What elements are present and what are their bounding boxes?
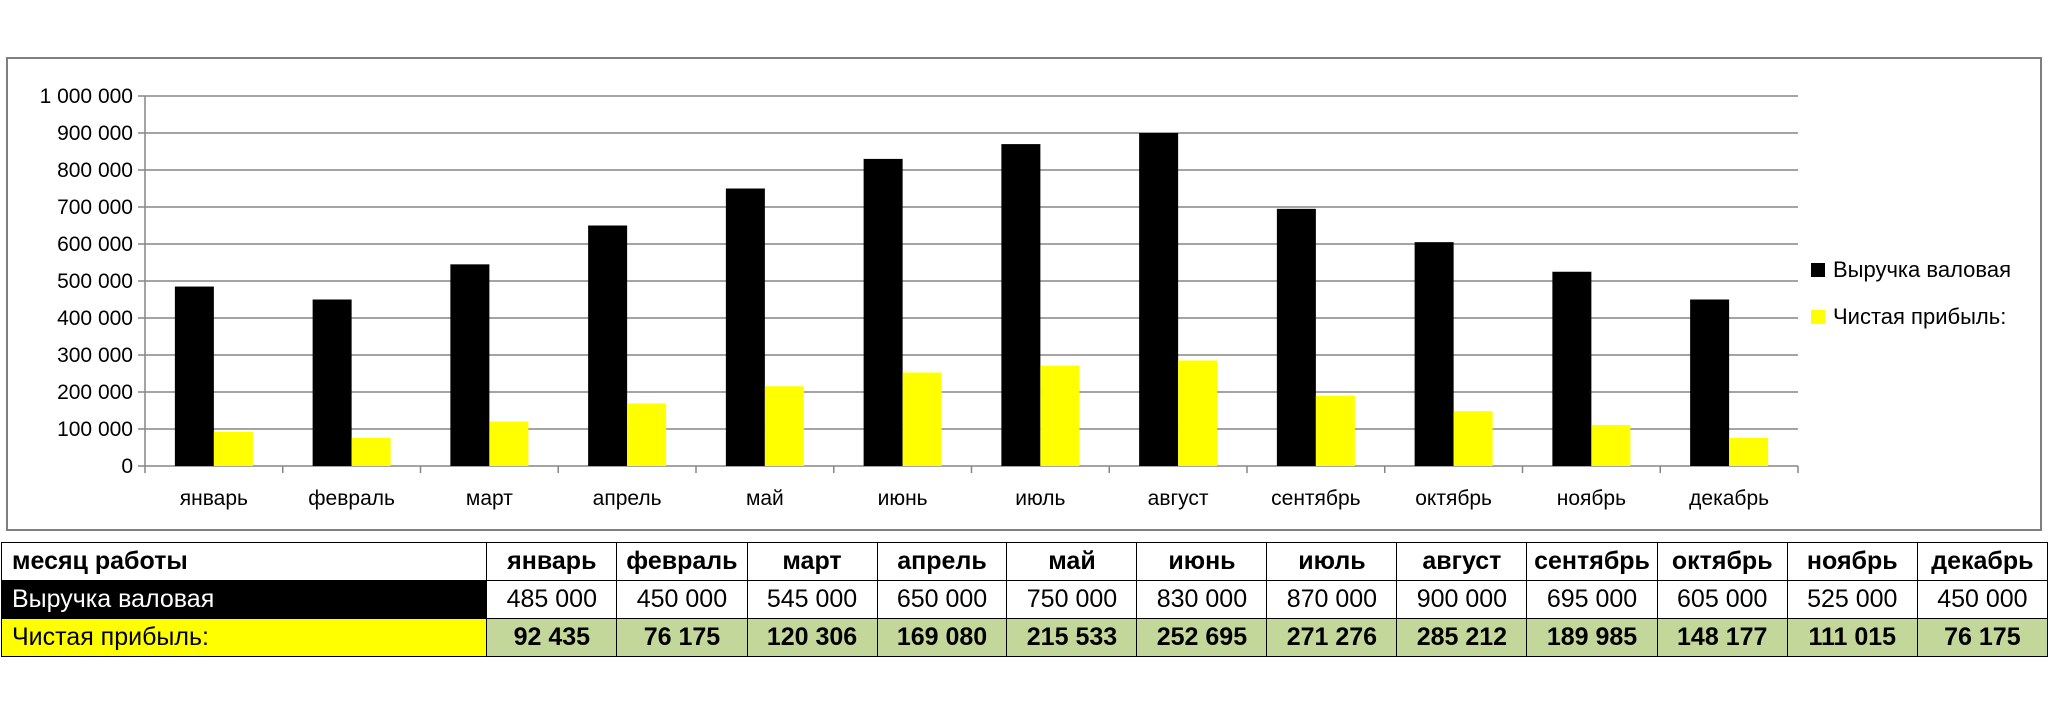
bar-profit bbox=[489, 421, 529, 466]
y-tick-label: 100 000 bbox=[57, 418, 133, 441]
bar-revenue bbox=[450, 264, 490, 466]
x-tick-label: февраль bbox=[308, 487, 395, 510]
month-cell: май bbox=[1006, 542, 1138, 581]
profit-cell: 252 695 bbox=[1136, 618, 1268, 657]
month-cell: март bbox=[746, 542, 878, 581]
revenue-cell: 525 000 bbox=[1786, 580, 1918, 619]
profit-cell: 169 080 bbox=[876, 618, 1008, 657]
bar-profit bbox=[1591, 424, 1631, 466]
profit-cell: 111 015 bbox=[1786, 618, 1918, 657]
x-tick-label: июнь bbox=[878, 487, 928, 510]
revenue-cell: 830 000 bbox=[1136, 580, 1268, 619]
x-tick-label: январь bbox=[180, 487, 248, 510]
bar-profit bbox=[213, 431, 253, 466]
profit-cell: 148 177 bbox=[1656, 618, 1788, 657]
bar-profit bbox=[1040, 365, 1080, 466]
x-tick-label: октябрь bbox=[1415, 487, 1492, 510]
x-tick-label: июль bbox=[1015, 487, 1065, 510]
revenue-cell: 605 000 bbox=[1656, 580, 1788, 619]
revenue-cell: 450 000 bbox=[616, 580, 748, 619]
table-row-revenue: Выручка валовая 485 000 450 000 545 000 … bbox=[0, 580, 2048, 619]
bar-profit bbox=[1729, 437, 1769, 466]
bar-revenue bbox=[1690, 299, 1730, 466]
revenue-cell: 450 000 bbox=[1916, 580, 2048, 619]
bar-revenue bbox=[1276, 208, 1316, 466]
profit-cell: 76 175 bbox=[1916, 618, 2048, 657]
bar-profit bbox=[764, 386, 804, 466]
revenue-cell: 750 000 bbox=[1006, 580, 1138, 619]
bar-profit bbox=[1453, 411, 1493, 466]
month-cell: февраль bbox=[616, 542, 748, 581]
revenue-cell: 485 000 bbox=[486, 580, 618, 619]
profit-cell: 215 533 bbox=[1006, 618, 1138, 657]
y-tick-label: 400 000 bbox=[57, 307, 133, 330]
bar-revenue bbox=[1552, 271, 1592, 466]
month-cell: сентябрь bbox=[1526, 542, 1658, 581]
revenue-cell: 545 000 bbox=[746, 580, 878, 619]
bar-profit bbox=[351, 437, 391, 466]
y-tick-label: 900 000 bbox=[57, 122, 133, 145]
y-tick-label: 300 000 bbox=[57, 344, 133, 367]
bar-revenue bbox=[1001, 144, 1041, 466]
bar-revenue bbox=[312, 299, 352, 466]
month-cell: июнь bbox=[1136, 542, 1268, 581]
y-tick-label: 200 000 bbox=[57, 381, 133, 404]
bar-profit bbox=[627, 403, 667, 466]
month-cell: октябрь bbox=[1656, 542, 1788, 581]
profit-cell: 271 276 bbox=[1266, 618, 1398, 657]
legend-swatch bbox=[1811, 263, 1825, 277]
bar-revenue bbox=[174, 286, 214, 466]
bar-profit bbox=[902, 372, 942, 466]
data-table: месяц работы январь февраль март апрель … bbox=[0, 542, 2048, 657]
profit-cell: 92 435 bbox=[486, 618, 618, 657]
profit-row-label: Чистая прибыль: bbox=[0, 618, 488, 657]
month-cell: апрель bbox=[876, 542, 1008, 581]
x-tick-label: декабрь bbox=[1689, 487, 1769, 510]
chart-frame: 0 100 000 200 000 300 000 400 000 500 000 600 … bbox=[6, 57, 2042, 531]
y-tick-label: 600 000 bbox=[57, 233, 133, 256]
month-cell: август bbox=[1396, 542, 1528, 581]
bar-revenue bbox=[1414, 242, 1454, 466]
revenue-row-label: Выручка валовая bbox=[0, 580, 488, 619]
month-cell: июль bbox=[1266, 542, 1398, 581]
legend-label: Чистая прибыль: bbox=[1833, 304, 2006, 329]
x-tick-label: май bbox=[746, 487, 784, 510]
bar-revenue bbox=[1139, 133, 1179, 466]
legend-label: Выручка валовая bbox=[1833, 257, 2011, 282]
profit-cell: 189 985 bbox=[1526, 618, 1658, 657]
table-header-row: месяц работы январь февраль март апрель … bbox=[0, 542, 2048, 581]
table-row-profit: Чистая прибыль: 92 435 76 175 120 306 16… bbox=[0, 618, 2048, 657]
revenue-cell: 695 000 bbox=[1526, 580, 1658, 619]
revenue-cell: 900 000 bbox=[1396, 580, 1528, 619]
bar-revenue bbox=[725, 188, 765, 466]
y-tick-label: 500 000 bbox=[57, 270, 133, 293]
month-cell: ноябрь bbox=[1786, 542, 1918, 581]
y-tick-label: 0 bbox=[121, 455, 133, 478]
revenue-cell: 650 000 bbox=[876, 580, 1008, 619]
bar-chart: 0 100 000 200 000 300 000 400 000 500 000 600 … bbox=[40, 85, 2011, 510]
legend-swatch bbox=[1811, 310, 1825, 324]
profit-cell: 76 175 bbox=[616, 618, 748, 657]
x-tick-label: март bbox=[466, 487, 513, 510]
y-tick-label: 700 000 bbox=[57, 196, 133, 219]
header-label: месяц работы bbox=[0, 542, 488, 581]
bar-profit bbox=[1178, 360, 1218, 466]
x-tick-label: сентябрь bbox=[1271, 487, 1360, 510]
x-tick-label: ноябрь bbox=[1557, 487, 1626, 510]
bar-revenue bbox=[588, 225, 628, 466]
profit-cell: 120 306 bbox=[746, 618, 878, 657]
x-tick-label: апрель bbox=[593, 487, 662, 510]
x-tick-label: август bbox=[1148, 487, 1209, 510]
y-tick-label: 1 000 000 bbox=[40, 85, 133, 108]
y-tick-label: 800 000 bbox=[57, 159, 133, 182]
revenue-cell: 870 000 bbox=[1266, 580, 1398, 619]
month-cell: декабрь bbox=[1916, 542, 2048, 581]
month-cell: январь bbox=[486, 542, 618, 581]
profit-cell: 285 212 bbox=[1396, 618, 1528, 657]
bar-profit bbox=[1315, 395, 1355, 466]
bar-revenue bbox=[863, 158, 903, 466]
